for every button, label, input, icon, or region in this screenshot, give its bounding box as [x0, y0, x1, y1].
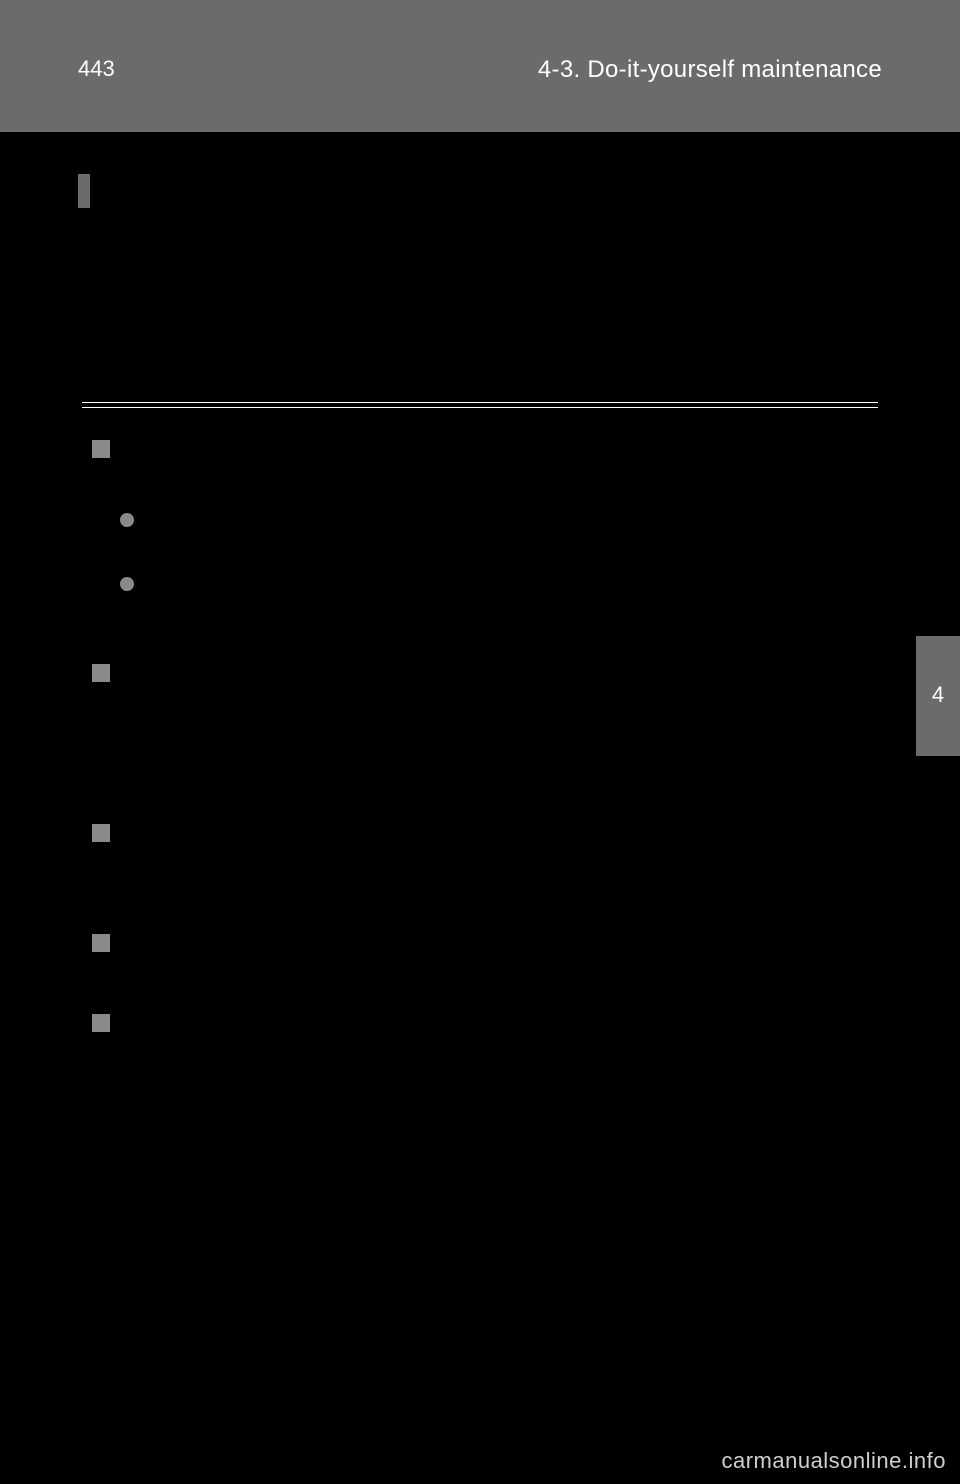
chapter-tab-label: Maintenance and care	[893, 664, 910, 812]
note-prevent-damage: To prevent damage to the filter cover Wh…	[92, 1010, 872, 1098]
square-bullet-icon	[92, 440, 110, 458]
horizontal-rule-double	[82, 402, 878, 408]
note-body: When moving the filter cover in the dire…	[120, 1041, 872, 1098]
section-title: 4-3. Do-it-yourself maintenance	[538, 56, 882, 84]
note-title: Checking interval	[120, 660, 287, 683]
note-sub-text: Vehicles with a smart key system Turn th…	[144, 572, 517, 627]
circle-bullet-icon	[120, 513, 134, 527]
note-sub-0: Vehicles without a smart key system Turn…	[92, 508, 872, 563]
note-body: The filter may be clogged. Check the fil…	[120, 851, 872, 880]
note-title: When using the air conditioning system	[120, 930, 499, 953]
note-title: If air flow from the vents decreases dra…	[120, 820, 577, 843]
note-title: To prevent damage to the filter cover	[120, 1010, 470, 1033]
page-number: 443	[78, 56, 115, 82]
note-replacement-method: Replacement method	[92, 436, 872, 459]
note-body: Make sure that a filter is always instal…	[120, 961, 872, 990]
intro-paragraph: The air conditioning filter must be chan…	[138, 228, 858, 290]
note-sub-text: Vehicles without a smart key system Turn…	[144, 508, 534, 563]
square-bullet-icon	[92, 664, 110, 682]
heading-accent-bar	[78, 174, 90, 208]
note-checking-interval: Checking interval Inspect and replace th…	[92, 660, 872, 805]
note-body: Inspect and replace the air conditioning…	[120, 691, 872, 805]
square-bullet-icon	[92, 1014, 110, 1032]
chapter-tab: 4	[916, 636, 960, 756]
page-heading: Air conditioning filter	[100, 176, 383, 208]
note-when-using: When using the air conditioning system M…	[92, 930, 872, 990]
note-airflow: If air flow from the vents decreases dra…	[92, 820, 872, 880]
note-title: Replacement method	[120, 436, 322, 459]
note-sub-1: Vehicles with a smart key system Turn th…	[92, 572, 872, 627]
chapter-tab-number: 4	[932, 682, 944, 708]
square-bullet-icon	[92, 934, 110, 952]
watermark-text: carmanualsonline.info	[721, 1448, 946, 1474]
square-bullet-icon	[92, 824, 110, 842]
circle-bullet-icon	[120, 577, 134, 591]
